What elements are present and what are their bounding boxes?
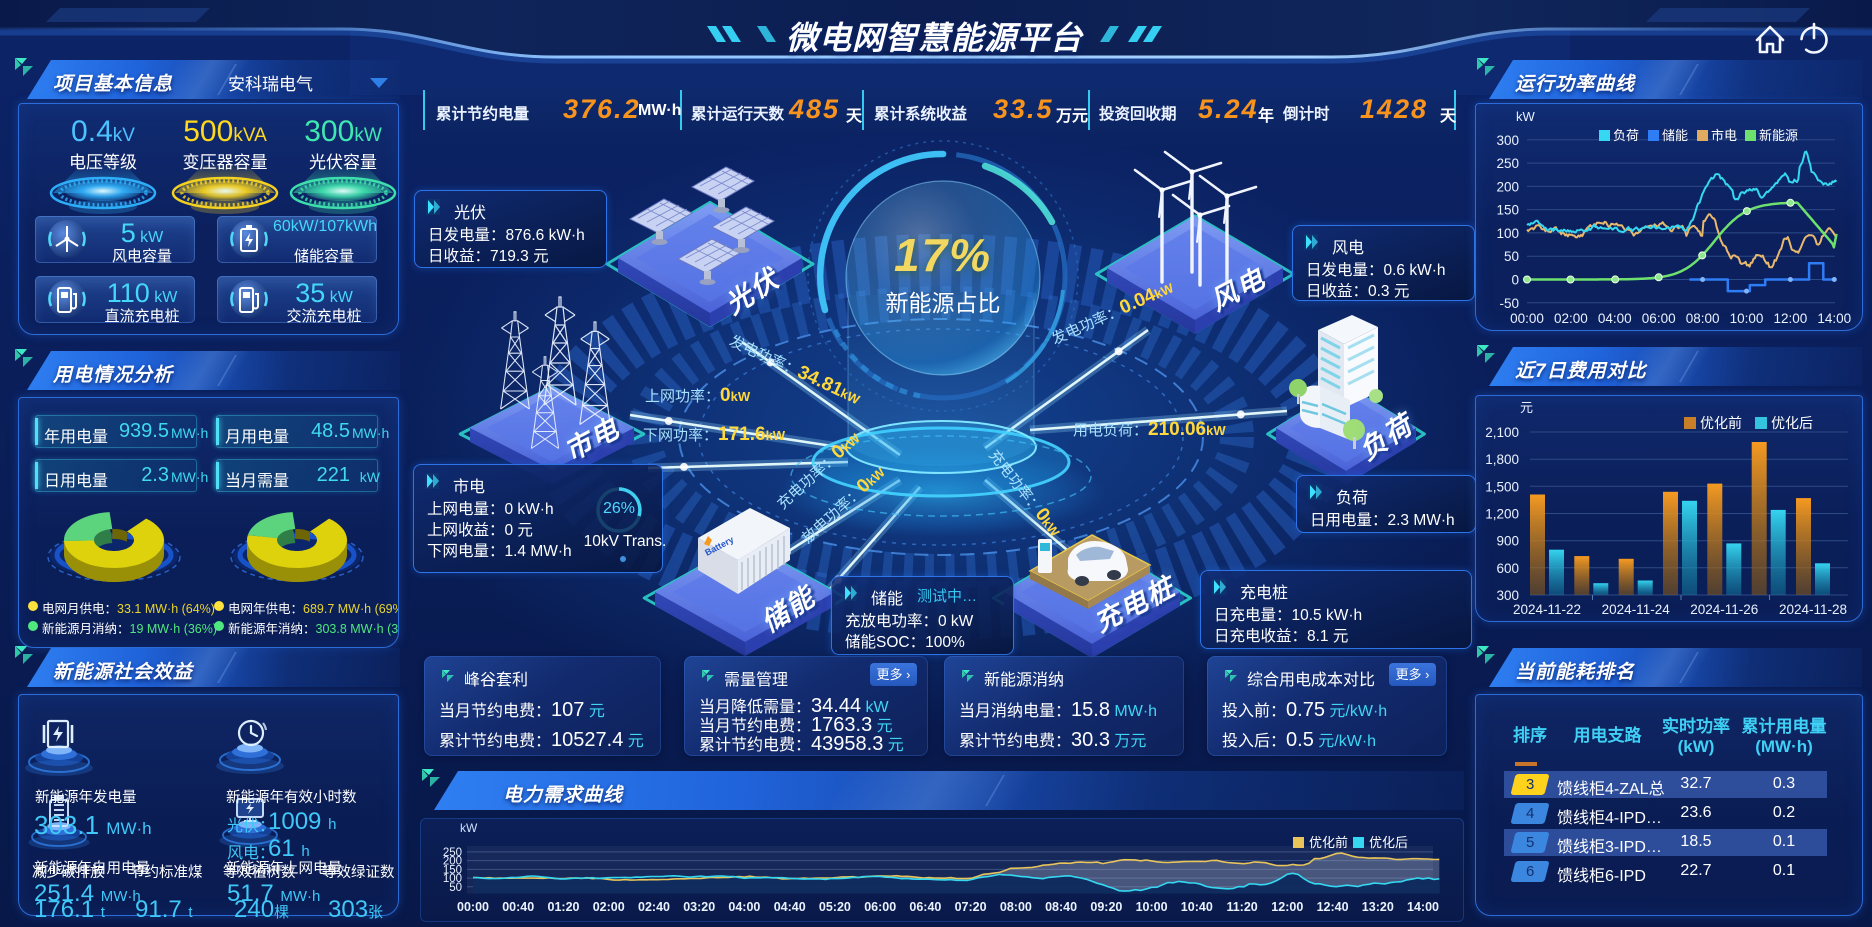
svg-text:10:00: 10:00 xyxy=(1136,900,1168,914)
svg-text:2024-11-26: 2024-11-26 xyxy=(1690,602,1758,617)
svg-text:08:00: 08:00 xyxy=(1686,311,1720,326)
svg-text:2024-11-28: 2024-11-28 xyxy=(1779,602,1847,617)
svg-text:优化后: 优化后 xyxy=(1369,835,1408,850)
svg-text:03:20: 03:20 xyxy=(683,900,715,914)
svg-text:元: 元 xyxy=(1520,400,1533,415)
svg-text:负荷: 负荷 xyxy=(1613,128,1639,143)
svg-text:08:40: 08:40 xyxy=(1045,900,1077,914)
svg-text:300: 300 xyxy=(1496,588,1519,603)
svg-text:02:40: 02:40 xyxy=(638,900,670,914)
svg-text:1,200: 1,200 xyxy=(1485,507,1519,522)
svg-text:2024-11-22: 2024-11-22 xyxy=(1513,602,1581,617)
svg-text:kW: kW xyxy=(1516,109,1536,124)
svg-text:0: 0 xyxy=(1511,273,1519,288)
svg-text:01:20: 01:20 xyxy=(548,900,580,914)
svg-text:1,500: 1,500 xyxy=(1485,479,1519,494)
svg-text:06:00: 06:00 xyxy=(864,900,896,914)
svg-text:02:00: 02:00 xyxy=(1554,311,1588,326)
svg-text:2024-11-24: 2024-11-24 xyxy=(1602,602,1671,617)
svg-text:06:40: 06:40 xyxy=(909,900,941,914)
svg-text:优化前: 优化前 xyxy=(1309,835,1348,850)
svg-text:06:00: 06:00 xyxy=(1642,311,1676,326)
svg-text:储能: 储能 xyxy=(1662,128,1688,143)
svg-text:12:00: 12:00 xyxy=(1271,900,1303,914)
svg-text:05:20: 05:20 xyxy=(819,900,851,914)
svg-text:13:20: 13:20 xyxy=(1362,900,1394,914)
svg-text:00:40: 00:40 xyxy=(502,900,534,914)
svg-text:150: 150 xyxy=(1496,203,1519,218)
svg-text:300: 300 xyxy=(1496,133,1519,148)
svg-text:04:40: 04:40 xyxy=(774,900,806,914)
svg-text:00:00: 00:00 xyxy=(1510,311,1544,326)
svg-text:150: 150 xyxy=(443,864,462,876)
svg-text:优化后: 优化后 xyxy=(1771,415,1813,431)
svg-text:07:20: 07:20 xyxy=(955,900,987,914)
svg-text:14:00: 14:00 xyxy=(1817,311,1851,326)
svg-text:1,800: 1,800 xyxy=(1485,452,1519,467)
svg-text:2,100: 2,100 xyxy=(1485,425,1519,440)
svg-text:新能源: 新能源 xyxy=(1759,128,1798,143)
svg-text:900: 900 xyxy=(1496,534,1519,549)
svg-text:10:00: 10:00 xyxy=(1730,311,1764,326)
svg-text:04:00: 04:00 xyxy=(1598,311,1632,326)
svg-text:09:20: 09:20 xyxy=(1090,900,1122,914)
svg-text:11:20: 11:20 xyxy=(1226,900,1257,914)
svg-text:kW: kW xyxy=(460,821,478,835)
svg-text:04:00: 04:00 xyxy=(728,900,760,914)
svg-text:200: 200 xyxy=(1496,179,1519,194)
svg-text:02:00: 02:00 xyxy=(593,900,625,914)
svg-text:250: 250 xyxy=(1496,156,1519,171)
svg-text:-50: -50 xyxy=(1499,296,1519,311)
svg-text:100: 100 xyxy=(1496,226,1519,241)
svg-text:50: 50 xyxy=(449,882,462,894)
svg-text:600: 600 xyxy=(1496,561,1519,576)
svg-text:12:40: 12:40 xyxy=(1317,900,1349,914)
svg-text:10:40: 10:40 xyxy=(1181,900,1213,914)
svg-text:14:00: 14:00 xyxy=(1407,900,1439,914)
svg-text:00:00: 00:00 xyxy=(457,900,489,914)
svg-text:50: 50 xyxy=(1504,249,1519,264)
svg-text:200: 200 xyxy=(443,856,462,868)
svg-text:250: 250 xyxy=(443,847,462,859)
svg-text:12:00: 12:00 xyxy=(1774,311,1808,326)
svg-text:08:00: 08:00 xyxy=(1000,900,1032,914)
svg-text:市电: 市电 xyxy=(1711,128,1737,143)
svg-text:100: 100 xyxy=(443,873,462,885)
svg-text:优化前: 优化前 xyxy=(1700,415,1742,431)
